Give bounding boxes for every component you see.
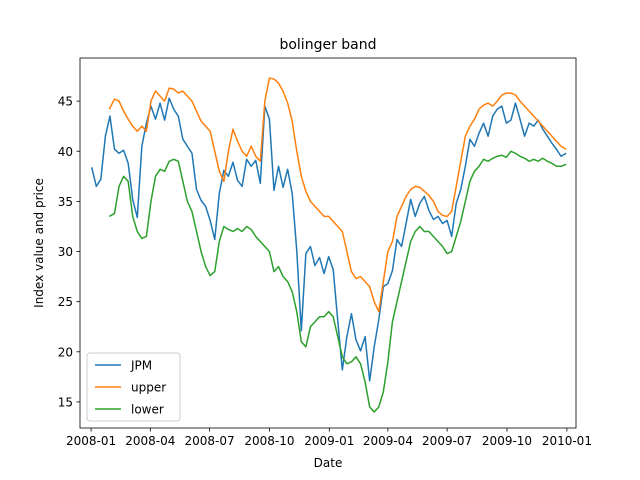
x-tick-label: 2008-10 [244, 434, 294, 448]
x-tick-label: 2009-10 [482, 434, 532, 448]
x-axis-label: Date [314, 456, 343, 470]
legend-label-jpm: JPM [130, 359, 152, 373]
x-tick-label: 2009-01 [304, 434, 354, 448]
x-tick-label: 2010-01 [542, 434, 592, 448]
legend-label-lower: lower [131, 403, 164, 417]
x-axis: 2008-01 2008-04 2008-07 2008-10 2009-01 2009-… [66, 428, 592, 448]
y-tick-label: 25 [58, 295, 73, 309]
x-tick-label: 2008-04 [125, 434, 175, 448]
legend-label-upper: upper [131, 381, 166, 395]
y-axis-label: Index value and price [32, 178, 46, 308]
y-tick-label: 40 [58, 145, 73, 159]
y-tick-label: 30 [58, 245, 73, 259]
x-tick-label: 2009-07 [422, 434, 472, 448]
y-tick-label: 15 [58, 395, 73, 409]
legend: JPM upper lower [86, 352, 181, 422]
series-line-upper [108, 77, 567, 313]
x-tick-label: 2009-04 [363, 434, 413, 448]
legend-box [86, 352, 181, 422]
series-line-lower [108, 150, 567, 413]
chart-title: bolinger band [279, 37, 376, 53]
y-tick-label: 35 [58, 195, 73, 209]
y-axis: 15 20 25 30 35 40 45 [58, 95, 80, 409]
x-tick-label: 2008-01 [66, 434, 116, 448]
series-layer [90, 77, 567, 413]
y-tick-label: 45 [58, 95, 73, 109]
series-line-jpm [90, 97, 567, 382]
plot-frame [79, 57, 577, 429]
x-tick-label: 2008-07 [184, 434, 234, 448]
y-tick-label: 20 [58, 345, 73, 359]
